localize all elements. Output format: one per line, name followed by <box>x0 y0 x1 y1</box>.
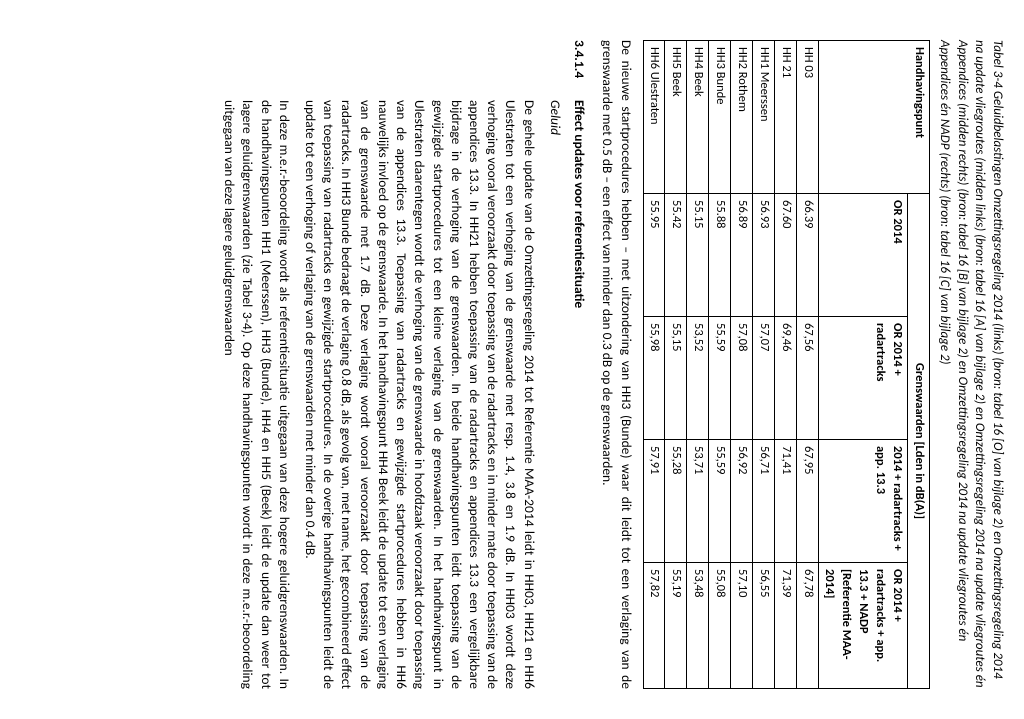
cell-value: 57,07 <box>752 317 774 440</box>
table-row: HH3 Bunde55.8855,5955,5955,08 <box>709 41 731 689</box>
th-or2014-radar-app-nadp: OR 2014 + radartracks + app. 13.3 + NADP… <box>818 563 907 689</box>
cell-value: 67,56 <box>796 317 818 440</box>
section-number: 3.4.1.4 <box>570 40 588 100</box>
cell-value: 55,59 <box>709 440 731 563</box>
th-or2014-radar: OR 2014 + radartracks <box>818 317 907 440</box>
th-or2014: OR 2014 <box>818 194 907 317</box>
cell-value: 57,10 <box>731 563 753 689</box>
cell-value: 55.95 <box>643 194 665 317</box>
table-caption: Tabel 3-4 Geluidbelastingen Omzettingsre… <box>936 40 1006 689</box>
cell-value: 57,08 <box>731 317 753 440</box>
cell-value: 57,82 <box>643 563 665 689</box>
para-geluid-2: In deze m.e.r.-beoordeling wordt als ref… <box>220 100 293 689</box>
cell-value: 69,46 <box>774 317 796 440</box>
section-title: Effect updates voor referentiesituatie <box>570 100 588 308</box>
cell-value: 56.93 <box>752 194 774 317</box>
cell-value: 56,55 <box>752 563 774 689</box>
cell-handhavingspunt: HH6 Ulestraten <box>643 41 665 194</box>
cell-value: 56,71 <box>752 440 774 563</box>
cell-handhavingspunt: HH4 Beek <box>687 41 709 194</box>
table-row: HH6 Ulestraten55.9555,9857,9157,82 <box>643 41 665 689</box>
table-row: HH1 Meerssen56.9357,0756,7156,55 <box>752 41 774 689</box>
table-row: HH5 Beek55.4255,1555,2855,19 <box>665 41 687 689</box>
cell-value: 55,15 <box>665 317 687 440</box>
para-geluid-1: De gehele update van de Omzettingsregeli… <box>301 100 538 689</box>
th-grenswaarden: Grenswaarden [Lden in dB(A)] <box>907 194 929 689</box>
cell-value: 67.60 <box>774 194 796 317</box>
cell-value: 71,39 <box>774 563 796 689</box>
cell-value: 55,28 <box>665 440 687 563</box>
cell-value: 56,92 <box>731 440 753 563</box>
table-row: HH 0366.3967,5667,9567,78 <box>796 41 818 689</box>
table-row: HH4 Beek55.1553,5253,7153,48 <box>687 41 709 689</box>
cell-value: 55.88 <box>709 194 731 317</box>
cell-value: 53,52 <box>687 317 709 440</box>
cell-value: 53,48 <box>687 563 709 689</box>
cell-handhavingspunt: HH1 Meerssen <box>752 41 774 194</box>
cell-handhavingspunt: HH 21 <box>774 41 796 194</box>
para-nieuwe-startprocedures: De nieuwe startprocedures hebben – met u… <box>598 40 634 689</box>
cell-value: 67,95 <box>796 440 818 563</box>
cell-value: 55,98 <box>643 317 665 440</box>
cell-value: 71,41 <box>774 440 796 563</box>
cell-handhavingspunt: HH3 Bunde <box>709 41 731 194</box>
cell-handhavingspunt: HH2 Rothem <box>731 41 753 194</box>
cell-value: 55.15 <box>687 194 709 317</box>
cell-value: 55.42 <box>665 194 687 317</box>
cell-value: 66.39 <box>796 194 818 317</box>
cell-value: 56.89 <box>731 194 753 317</box>
th-or2014-radar-app: 2014 + radartracks + app. 13.3 <box>818 440 907 563</box>
cell-value: 67,78 <box>796 563 818 689</box>
subheading-geluid: Geluid <box>546 100 564 689</box>
table-row: HH2 Rothem56.8957,0856,9257,10 <box>731 41 753 689</box>
cell-handhavingspunt: HH5 Beek <box>665 41 687 194</box>
cell-value: 57,91 <box>643 440 665 563</box>
cell-handhavingspunt: HH 03 <box>796 41 818 194</box>
table-row: HH 2167.6069,4671,4171,39 <box>774 41 796 689</box>
grenswaarden-table: Handhavingspunt Grenswaarden [Lden in dB… <box>643 40 930 689</box>
th-handhavingspunt: Handhavingspunt <box>818 41 929 194</box>
cell-value: 53,71 <box>687 440 709 563</box>
cell-value: 55,08 <box>709 563 731 689</box>
cell-value: 55,59 <box>709 317 731 440</box>
cell-value: 55,19 <box>665 563 687 689</box>
